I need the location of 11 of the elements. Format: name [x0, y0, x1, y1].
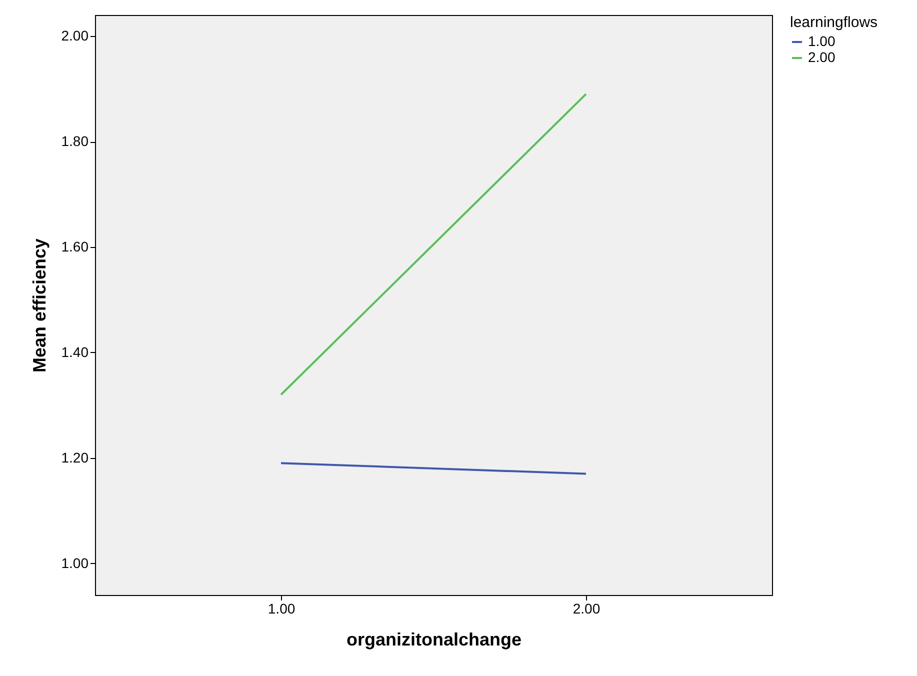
y-tick-label: 1.60: [61, 238, 89, 254]
y-axis-title: Mean efficiency: [29, 238, 50, 373]
legend-label: 2.00: [808, 49, 836, 65]
y-tick-label: 1.40: [61, 344, 89, 360]
y-tick-label: 1.20: [61, 449, 89, 466]
y-tick-label: 1.80: [61, 133, 89, 150]
y-tick-label: 2.00: [61, 28, 89, 44]
x-axis-title: organizitonalchange: [346, 630, 522, 650]
y-tick-label: 1.00: [61, 554, 89, 571]
legend-title: learningflows: [790, 14, 878, 31]
legend-label: 1.00: [808, 33, 836, 49]
